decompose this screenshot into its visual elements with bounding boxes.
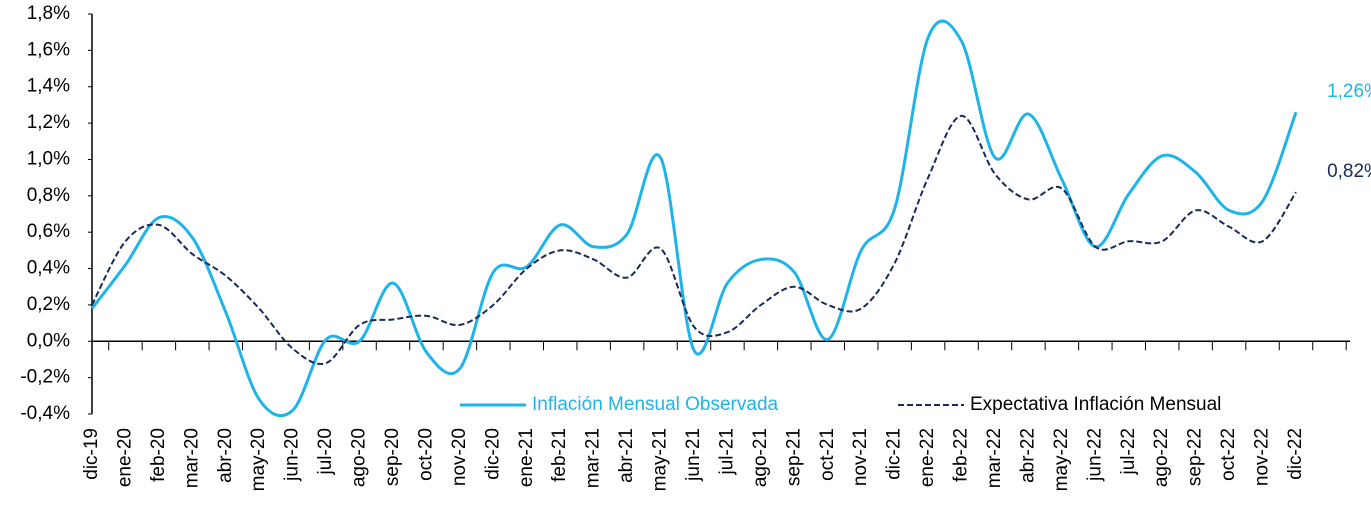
- x-tick-label: dic-20: [482, 428, 503, 480]
- x-tick-label: jul-22: [1118, 428, 1139, 475]
- x-tick-label: abr-20: [215, 428, 236, 483]
- x-tick-label: ago-22: [1151, 428, 1172, 487]
- x-tick-label: ene-21: [516, 428, 537, 487]
- x-tick-label: jun-20: [282, 428, 303, 482]
- x-tick-label: oct-21: [817, 428, 838, 481]
- y-tick-label: 1,4%: [27, 76, 70, 97]
- y-tick-label: 0,8%: [27, 185, 70, 206]
- x-tick-label: ago-21: [750, 428, 771, 487]
- data-label: 1,26%: [1327, 81, 1371, 102]
- legend-label: Inflación Mensual Observada: [532, 394, 779, 415]
- x-tick-label: mar-20: [181, 428, 202, 488]
- x-tick-label: sep-22: [1185, 428, 1206, 486]
- x-tick-label: sep-21: [783, 428, 804, 486]
- y-tick-label: 0,2%: [27, 294, 70, 315]
- y-tick-label: 1,8%: [27, 3, 70, 24]
- x-tick-label: oct-22: [1218, 428, 1239, 481]
- x-tick-label: mar-22: [984, 428, 1005, 488]
- legend-label: Expectativa Inflación Mensual: [970, 394, 1221, 415]
- y-tick-label: -0,2%: [20, 367, 70, 388]
- y-tick-label: 0,6%: [27, 221, 70, 242]
- data-label: 0,82%: [1327, 161, 1371, 182]
- y-tick-label: 0,0%: [27, 330, 70, 351]
- x-tick-label: feb-22: [951, 428, 972, 482]
- x-tick-label: may-21: [650, 428, 671, 491]
- x-tick-label: feb-20: [148, 428, 169, 482]
- x-tick-label: dic-19: [81, 428, 102, 480]
- series-line: [90, 19, 1298, 418]
- x-tick-label: dic-21: [884, 428, 905, 480]
- x-tick-label: abr-21: [616, 428, 637, 483]
- x-tick-label: feb-21: [549, 428, 570, 482]
- x-tick-label: may-22: [1051, 428, 1072, 491]
- x-tick-label: ago-20: [349, 428, 370, 487]
- x-tick-label: oct-20: [415, 428, 436, 481]
- y-tick-label: 0,4%: [27, 258, 70, 279]
- series-line: [91, 114, 1297, 365]
- x-tick-label: jul-21: [716, 428, 737, 475]
- x-tick-label: jun-22: [1084, 428, 1105, 482]
- x-tick-label: ene-20: [114, 428, 135, 487]
- x-tick-label: mar-21: [583, 428, 604, 488]
- x-tick-label: sep-20: [382, 428, 403, 486]
- x-tick-label: ene-22: [917, 428, 938, 487]
- x-tick-label: may-20: [248, 428, 269, 491]
- y-tick-label: 1,6%: [27, 39, 70, 60]
- y-tick-label: 1,2%: [27, 112, 70, 133]
- y-tick-label: -0,4%: [20, 403, 70, 424]
- x-tick-label: jul-20: [315, 428, 336, 475]
- y-tick-label: 1,0%: [27, 148, 70, 169]
- x-tick-label: nov-21: [850, 428, 871, 486]
- x-tick-label: jun-21: [683, 428, 704, 482]
- x-tick-label: nov-22: [1252, 428, 1273, 486]
- x-tick-label: abr-22: [1017, 428, 1038, 483]
- x-tick-label: nov-20: [449, 428, 470, 486]
- x-tick-label: dic-22: [1285, 428, 1306, 480]
